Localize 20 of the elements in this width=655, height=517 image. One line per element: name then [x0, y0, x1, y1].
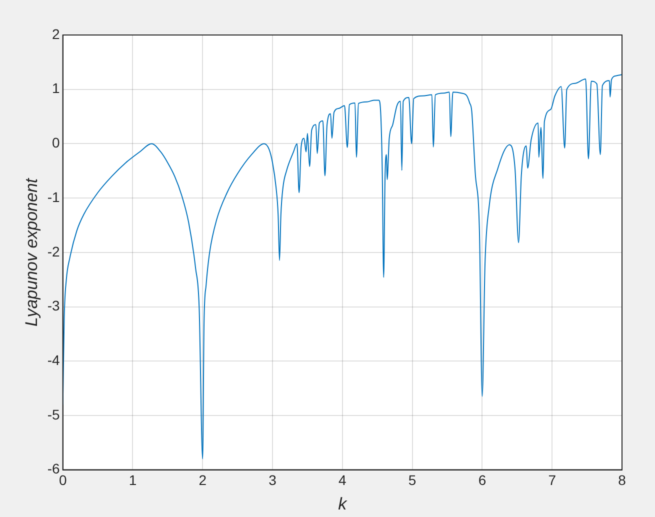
y-tick-label: 1: [52, 80, 60, 96]
y-tick-label: -2: [47, 243, 60, 260]
y-tick-label: 0: [52, 134, 60, 151]
x-tick-label: 3: [268, 472, 277, 488]
x-tick-label: 1: [128, 472, 137, 488]
y-axis-title: Lyapunov exponent: [22, 177, 41, 326]
y-tick-label: -4: [47, 352, 60, 368]
line-series: [62, 74, 622, 460]
y-tick-label: -5: [47, 406, 60, 422]
y-tick-label: 2: [52, 26, 60, 42]
y-tick-label: -3: [47, 298, 60, 314]
x-tick-label: 2: [198, 472, 207, 488]
y-tick-label: -1: [47, 188, 60, 205]
x-axis-title: k: [338, 494, 348, 514]
x-tick-label: 7: [548, 472, 556, 488]
x-tick-label: 6: [478, 472, 486, 488]
x-tick-label: 4: [338, 472, 347, 488]
y-tick-label: -6: [47, 460, 60, 477]
x-tick-label: 8: [618, 472, 626, 488]
x-tick-label: 5: [408, 472, 416, 488]
